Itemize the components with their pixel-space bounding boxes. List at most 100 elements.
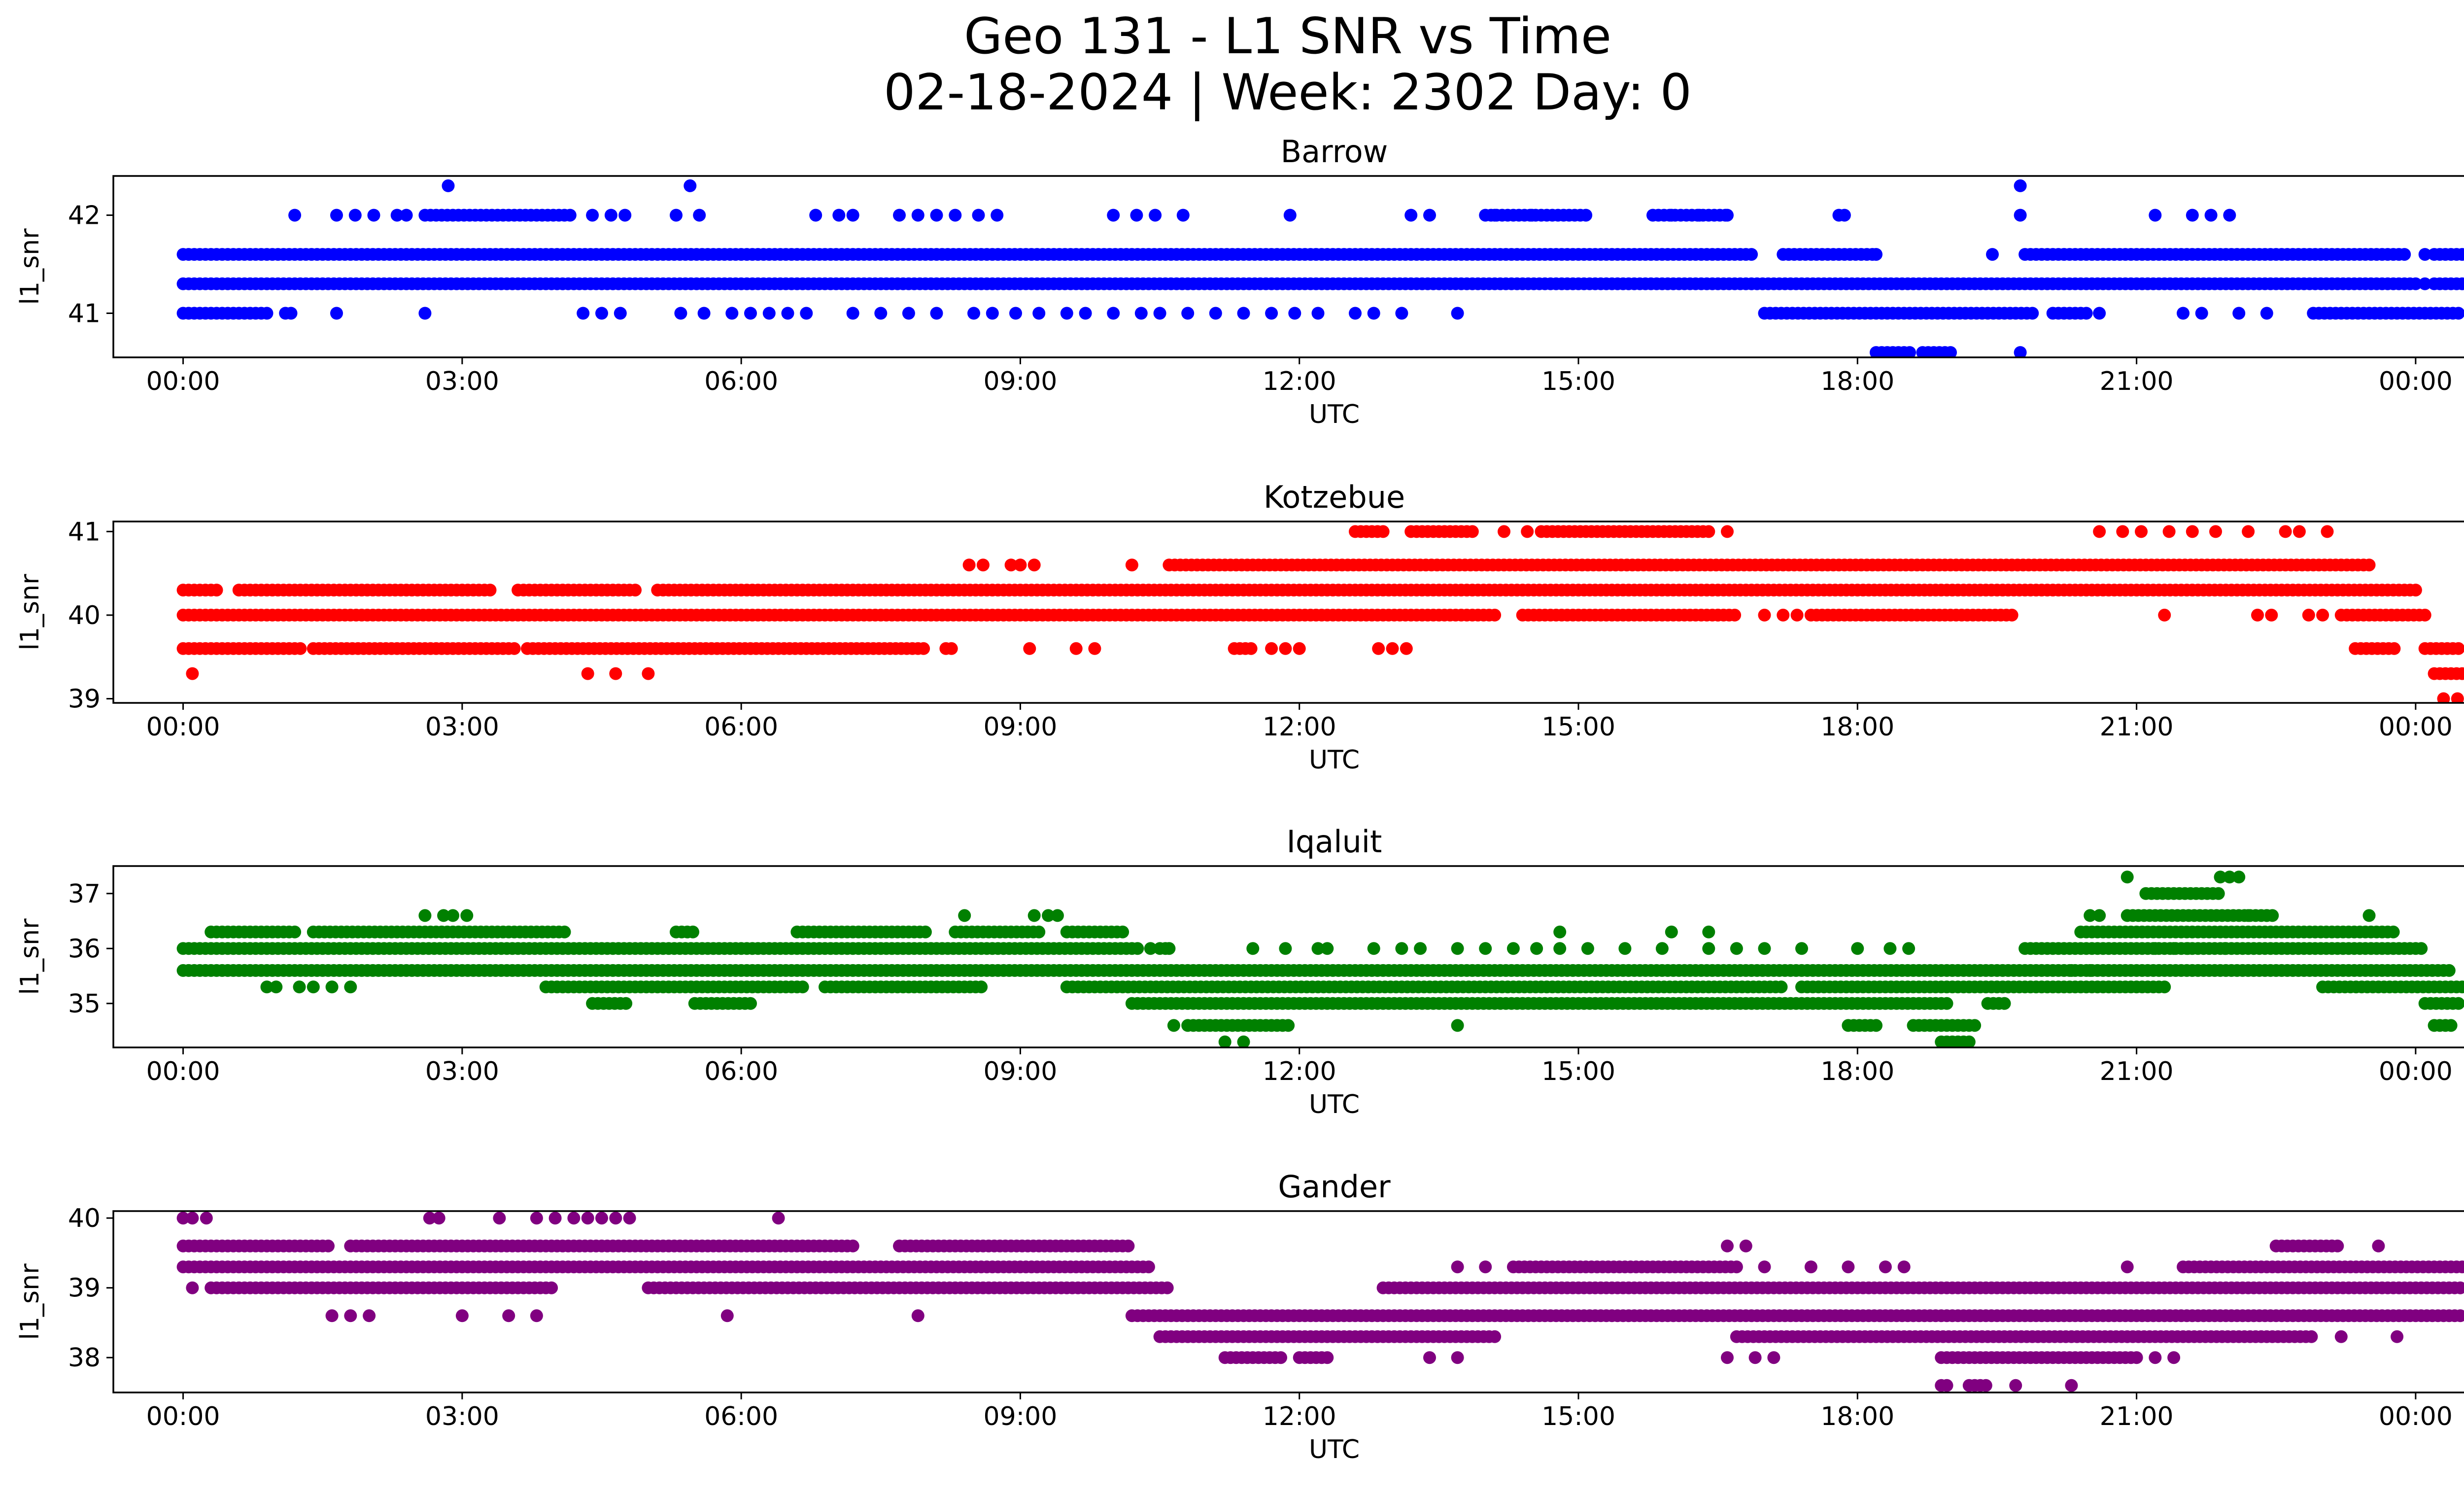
data-point xyxy=(1161,1281,1174,1294)
data-point xyxy=(902,307,915,320)
y-axis-label: l1_snr xyxy=(15,228,45,305)
data-point xyxy=(1246,942,1260,955)
y-tick-label: 35 xyxy=(68,989,101,1019)
data-point xyxy=(1962,1035,1976,1047)
data-point xyxy=(2093,525,2106,538)
data-point xyxy=(367,209,380,222)
data-point xyxy=(437,909,450,922)
data-segment xyxy=(176,277,2464,290)
x-tick-label: 21:00 xyxy=(2100,1057,2174,1086)
data-segment xyxy=(2121,909,2279,922)
data-point xyxy=(446,909,459,922)
data-point xyxy=(2026,307,2039,320)
data-point xyxy=(2260,909,2273,922)
data-point xyxy=(2102,964,2115,977)
data-point xyxy=(846,209,859,222)
data-point xyxy=(2014,209,2027,222)
data-point xyxy=(2418,608,2431,622)
data-segment xyxy=(1181,1019,2458,1032)
x-tick-label: 15:00 xyxy=(1541,712,1615,742)
data-point xyxy=(2387,925,2400,939)
data-point xyxy=(270,980,283,994)
data-point xyxy=(1209,307,1222,320)
data-point xyxy=(1730,942,1743,955)
data-points-gander xyxy=(176,1212,2464,1392)
data-point xyxy=(1293,642,1306,655)
data-point xyxy=(322,1239,335,1252)
data-point xyxy=(2454,1309,2464,1322)
data-point xyxy=(330,307,343,320)
data-point xyxy=(2242,525,2255,538)
data-point xyxy=(1051,909,1064,922)
x-tick-label: 12:00 xyxy=(1263,1057,1336,1086)
x-tick-label: 03:00 xyxy=(425,1057,499,1086)
y-tick-label: 39 xyxy=(68,685,101,714)
data-point xyxy=(1116,925,1129,939)
data-point xyxy=(1125,558,1138,572)
data-segment xyxy=(176,608,2431,622)
data-point xyxy=(846,1239,859,1252)
data-point xyxy=(1702,525,1715,538)
data-point xyxy=(1265,642,1278,655)
data-point xyxy=(1400,642,1413,655)
data-point xyxy=(2251,608,2264,622)
data-point xyxy=(1372,642,1385,655)
data-segment xyxy=(176,964,2456,977)
y-tick-label: 40 xyxy=(68,601,101,630)
data-point xyxy=(1618,942,1632,955)
data-point xyxy=(1758,942,1771,955)
data-segment xyxy=(176,942,2428,955)
data-point xyxy=(2418,248,2431,261)
data-point xyxy=(2456,667,2464,680)
data-point xyxy=(2456,980,2464,994)
data-point xyxy=(874,307,888,320)
data-point xyxy=(1702,925,1715,939)
data-point xyxy=(442,179,455,192)
data-point xyxy=(629,584,642,597)
data-point xyxy=(1027,558,1041,572)
data-point xyxy=(1023,642,1036,655)
data-point xyxy=(1838,209,1851,222)
data-segment xyxy=(418,209,1851,222)
data-point xyxy=(508,642,521,655)
x-tick-label: 00:00 xyxy=(146,367,220,396)
data-point xyxy=(1282,1019,1295,1032)
data-point xyxy=(945,642,958,655)
data-point xyxy=(2452,997,2464,1010)
data-point xyxy=(2321,525,2334,538)
data-point xyxy=(2005,608,2019,622)
data-point xyxy=(976,558,990,572)
x-tick-label: 00:00 xyxy=(146,1057,220,1086)
data-segment xyxy=(539,980,2464,994)
data-point xyxy=(1693,209,1706,222)
data-point xyxy=(604,209,617,222)
x-axis-label: UTC xyxy=(1309,745,1360,775)
data-point xyxy=(2452,642,2464,655)
data-point xyxy=(967,307,980,320)
x-tick-label: 21:00 xyxy=(2100,712,2174,742)
x-axis-label: UTC xyxy=(1309,400,1360,429)
x-tick-label: 09:00 xyxy=(983,1057,1057,1086)
data-point xyxy=(2456,277,2464,290)
data-point xyxy=(1488,1330,1502,1343)
data-point xyxy=(744,997,757,1010)
data-segment xyxy=(2428,667,2464,680)
data-point xyxy=(725,307,739,320)
data-point xyxy=(762,307,776,320)
data-point xyxy=(1414,942,1427,955)
data-point xyxy=(1279,942,1292,955)
x-tick-label: 15:00 xyxy=(1541,1057,1615,1086)
data-point xyxy=(2454,1281,2464,1294)
data-point xyxy=(563,209,577,222)
data-point xyxy=(1883,942,1897,955)
data-point xyxy=(2195,307,2208,320)
figure-title-line1: Geo 131 - L1 SNR vs Time xyxy=(964,7,1611,65)
data-point xyxy=(1451,942,1464,955)
data-segment xyxy=(176,248,2464,261)
data-point xyxy=(1311,307,1325,320)
data-point xyxy=(1730,1260,1743,1274)
